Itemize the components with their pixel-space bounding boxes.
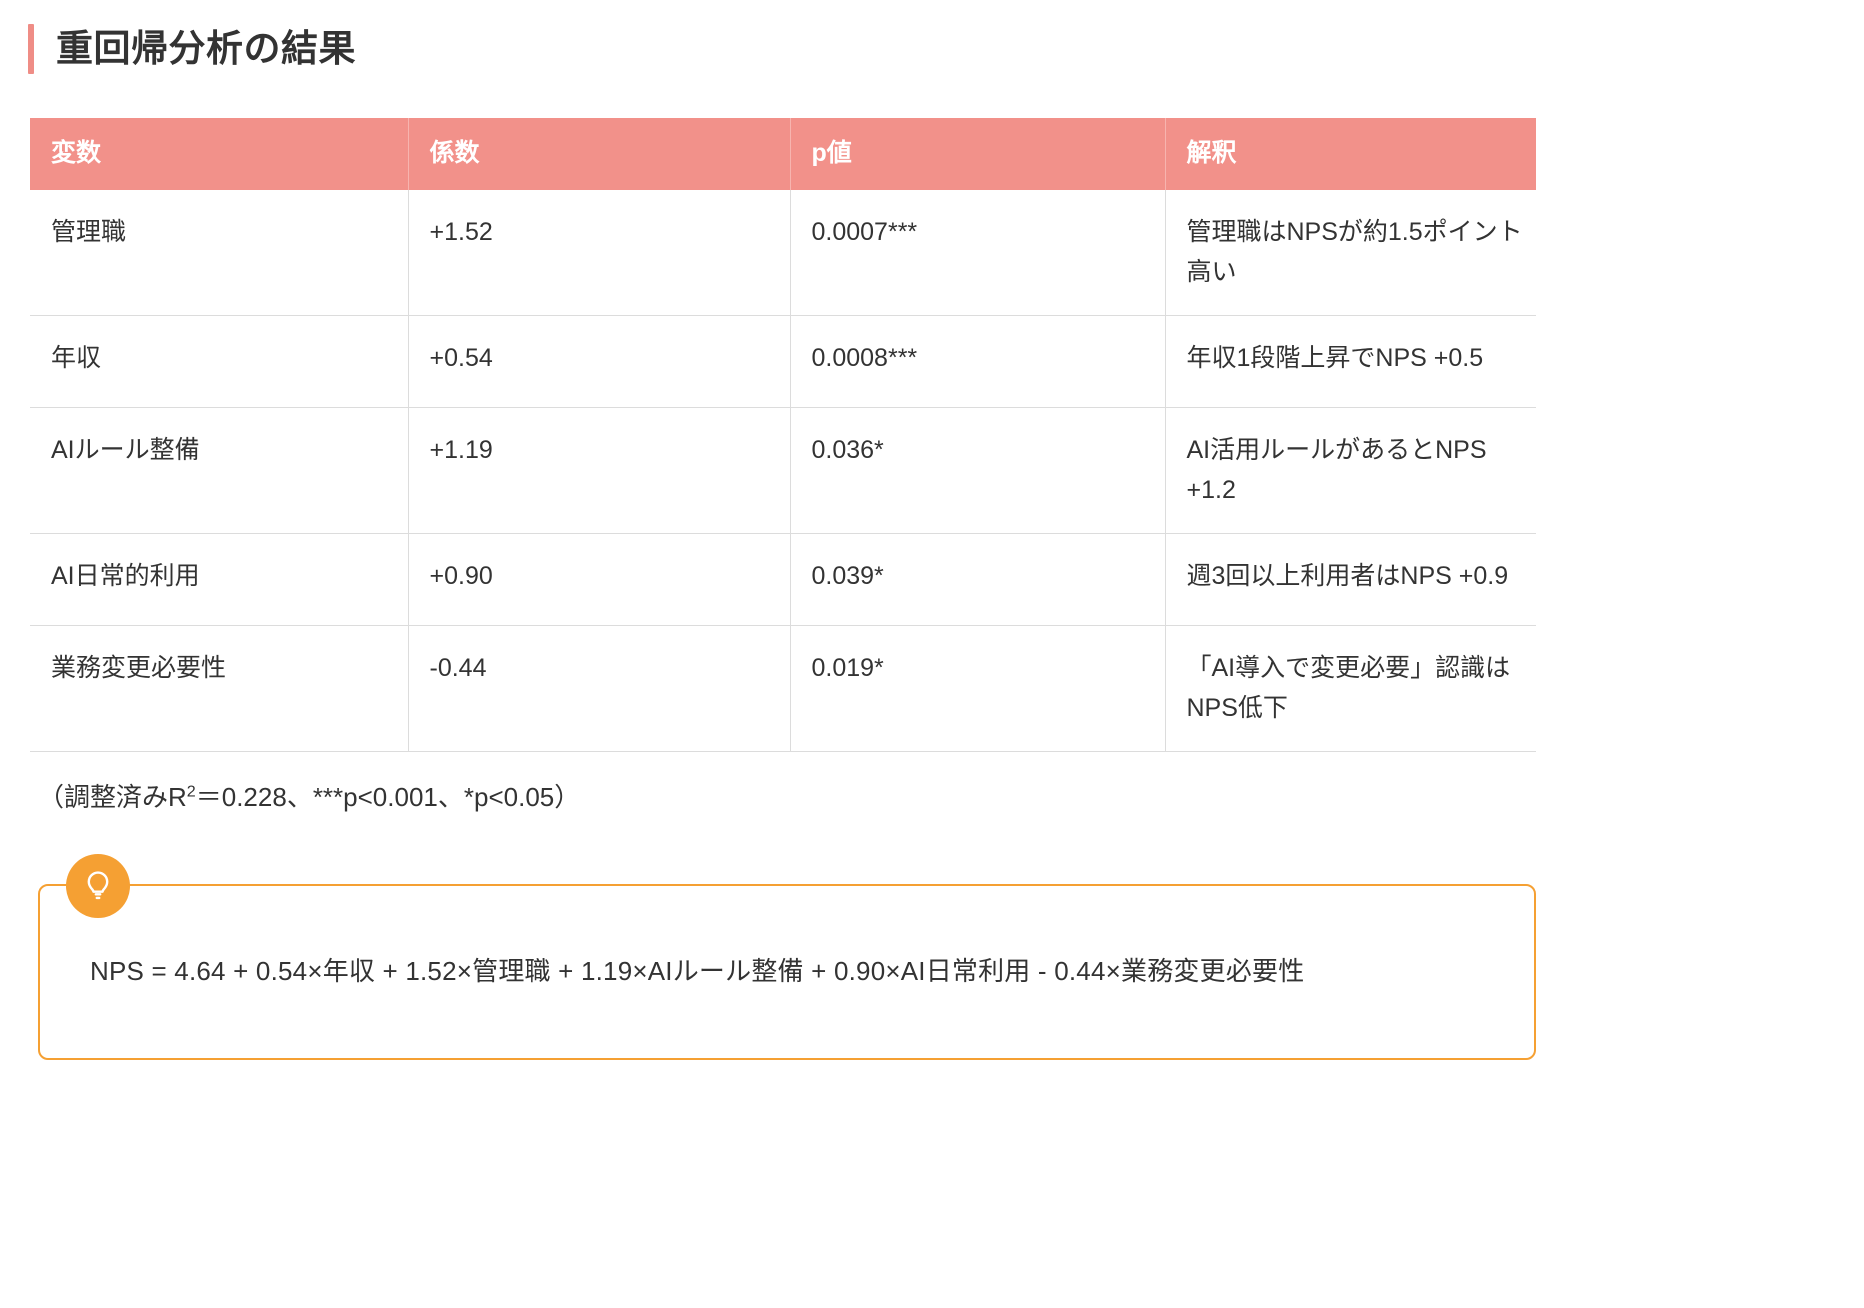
formula-callout-box: NPS = 4.64 + 0.54×年収 + 1.52×管理職 + 1.19×A… — [38, 854, 1536, 1060]
cell-pvalue: 0.0008*** — [790, 315, 1166, 408]
page-title: 重回帰分析の結果 — [56, 27, 356, 69]
cell-variable: AI日常的利用 — [30, 533, 409, 626]
lightbulb-icon — [66, 854, 130, 918]
cell-variable: 年収 — [30, 315, 409, 408]
table-row: AI日常的利用 +0.90 0.039* 週3回以上利用者はNPS +0.9 — [30, 533, 1536, 626]
column-header-variable: 変数 — [30, 118, 409, 190]
cell-variable: 管理職 — [30, 189, 409, 316]
footnote-suffix: ＝0.228、***p<0.001、*p<0.05） — [195, 782, 581, 812]
cell-coefficient: +0.90 — [408, 533, 791, 626]
regression-equation: NPS = 4.64 + 0.54×年収 + 1.52×管理職 + 1.19×A… — [90, 956, 1305, 987]
cell-interpretation: 年収1段階上昇でNPS +0.5 — [1165, 315, 1536, 408]
title-accent-bar — [28, 24, 34, 74]
column-header-interpretation: 解釈 — [1165, 118, 1536, 190]
table-row: 管理職 +1.52 0.0007*** 管理職はNPSが約1.5ポイント高い — [30, 189, 1536, 316]
regression-results-table: 変数 係数 p値 解釈 管理職 +1.52 0.0007*** 管理職はNPSが… — [30, 118, 1536, 752]
table-header-row: 変数 係数 p値 解釈 — [30, 118, 1536, 190]
table-row: 年収 +0.54 0.0008*** 年収1段階上昇でNPS +0.5 — [30, 315, 1536, 408]
cell-interpretation: 「AI導入で変更必要」認識はNPS低下 — [1165, 625, 1536, 752]
cell-variable: AIルール整備 — [30, 407, 409, 534]
cell-pvalue: 0.0007*** — [790, 189, 1166, 316]
cell-pvalue: 0.036* — [790, 407, 1166, 534]
cell-coefficient: +1.19 — [408, 407, 791, 534]
cell-interpretation: 管理職はNPSが約1.5ポイント高い — [1165, 189, 1536, 316]
cell-interpretation: AI活用ルールがあるとNPS +1.2 — [1165, 407, 1536, 534]
section-header: 重回帰分析の結果 — [28, 18, 356, 80]
table-body: 管理職 +1.52 0.0007*** 管理職はNPSが約1.5ポイント高い 年… — [30, 189, 1536, 752]
statistics-footnote: （調整済みR2＝0.228、***p<0.001、*p<0.05） — [38, 778, 580, 817]
cell-pvalue: 0.019* — [790, 625, 1166, 752]
table-row: 業務変更必要性 -0.44 0.019* 「AI導入で変更必要」認識はNPS低下 — [30, 625, 1536, 752]
cell-coefficient: -0.44 — [408, 625, 791, 752]
cell-interpretation: 週3回以上利用者はNPS +0.9 — [1165, 533, 1536, 626]
column-header-pvalue: p値 — [790, 118, 1166, 190]
cell-pvalue: 0.039* — [790, 533, 1166, 626]
table-row: AIルール整備 +1.19 0.036* AI活用ルールがあるとNPS +1.2 — [30, 407, 1536, 534]
cell-coefficient: +0.54 — [408, 315, 791, 408]
column-header-coefficient: 係数 — [408, 118, 791, 190]
table-header: 変数 係数 p値 解釈 — [30, 118, 1536, 190]
footnote-prefix: （調整済みR — [38, 782, 187, 812]
cell-coefficient: +1.52 — [408, 189, 791, 316]
footnote-superscript: 2 — [186, 782, 196, 801]
results-table-container: 変数 係数 p値 解釈 管理職 +1.52 0.0007*** 管理職はNPSが… — [30, 118, 1536, 752]
cell-variable: 業務変更必要性 — [30, 625, 409, 752]
